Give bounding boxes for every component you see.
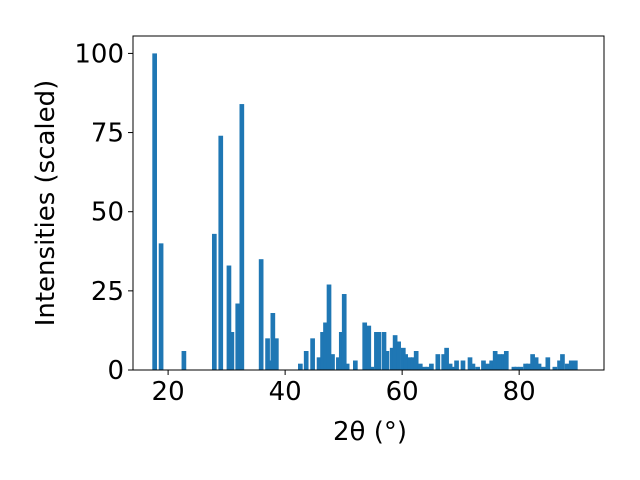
bar [235,303,241,370]
bar [376,332,382,370]
bar [239,104,245,370]
bar [441,354,447,370]
plot-frame [132,35,605,371]
bar [369,366,375,370]
bar [384,351,390,370]
bar [407,357,413,370]
y-tick-label: 0 [107,356,124,386]
x-tick-label: 40 [269,377,302,407]
bar [422,366,427,370]
bar [444,347,449,370]
bar [530,354,535,370]
bar [518,366,524,370]
bar [274,338,279,370]
bar [392,335,398,370]
bar [526,363,531,370]
bar [460,360,466,370]
bar [514,366,520,370]
bar [536,363,542,370]
bar [572,360,578,370]
x-tick-label: 80 [503,377,536,407]
bar [435,354,441,370]
bar [298,363,303,370]
bar [211,233,217,370]
bar [366,325,372,370]
bar [323,322,328,370]
bar [226,265,232,370]
bar [389,347,395,370]
bar [410,357,416,370]
axis-ticks: 20 40 60 80 0 25 50 75 100 [74,39,535,407]
y-tick-label: 75 [91,119,124,149]
bar [381,332,387,370]
bar-series [152,53,578,370]
bar [270,313,276,370]
y-tick-label: 100 [74,39,124,69]
bar [429,363,434,370]
bar [481,360,486,370]
bar [545,357,551,370]
bar [454,360,459,370]
bar [336,357,341,370]
bar [560,354,565,370]
bar [362,322,368,370]
bar [496,354,502,370]
bar [475,366,480,370]
bar [552,366,558,370]
bar [320,332,325,370]
bar [267,360,273,370]
x-tick-label: 20 [152,377,185,407]
bar [533,357,539,370]
bar [450,366,455,370]
bar [310,338,315,370]
bar [425,366,431,370]
y-tick-label: 25 [91,277,124,307]
bar [540,366,546,370]
bar [218,135,224,370]
bar [303,351,309,370]
bar [470,363,476,370]
bar [152,53,157,370]
bar [330,354,335,370]
bar [341,294,347,370]
y-tick-label: 50 [91,198,124,228]
bar [338,332,344,370]
bar [492,351,498,370]
bar [501,354,506,370]
bar [523,363,528,370]
bar [316,357,322,370]
bar [564,363,570,370]
x-tick-label: 60 [386,377,419,407]
bar [229,332,235,370]
bar [503,351,509,370]
bar [489,360,494,370]
bar [511,366,517,370]
bar [568,360,574,370]
y-axis-label: Intensities (scaled) [31,80,61,327]
bar [485,363,490,370]
bar [265,338,270,370]
bar [181,351,187,370]
bar [413,351,419,370]
bar [557,360,562,370]
bar [326,284,332,370]
bar [353,360,358,370]
x-axis-label: 2θ (°) [333,417,407,447]
bar [396,341,401,370]
bar [158,243,164,370]
bar [344,363,350,370]
bar [403,354,408,370]
bar [417,363,423,370]
bar [258,259,264,370]
bar [467,357,473,370]
